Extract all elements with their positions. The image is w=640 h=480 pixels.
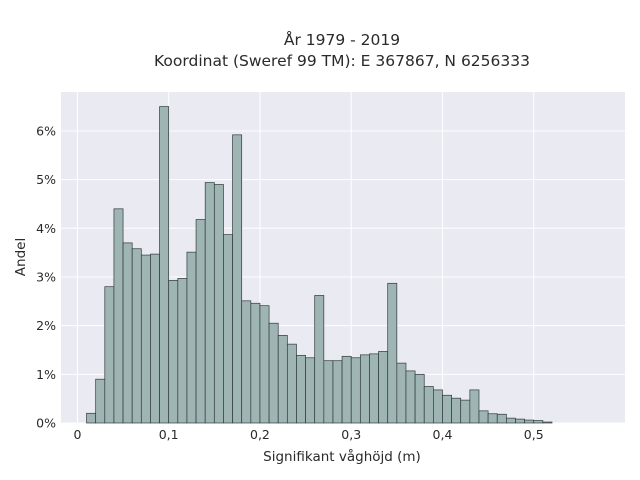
histogram-bar — [323, 360, 334, 424]
histogram-bar — [241, 300, 252, 424]
y-tick-label: 2% — [36, 318, 56, 333]
histogram-bar — [113, 208, 124, 424]
histogram-bar — [378, 351, 389, 424]
histogram-bar — [213, 184, 224, 424]
histogram-bar — [533, 420, 544, 424]
histogram-bar — [387, 282, 398, 424]
histogram-bar — [104, 286, 115, 424]
histogram-bar — [506, 417, 516, 424]
histogram-bar — [396, 362, 407, 424]
histogram-bar — [359, 354, 370, 424]
histogram-bar — [268, 322, 279, 424]
chart-title-line-2: Koordinat (Sweref 99 TM): E 367867, N 62… — [154, 52, 530, 70]
histogram-bar — [469, 389, 480, 424]
histogram-bar — [277, 335, 288, 424]
histogram-bar — [423, 386, 434, 424]
histogram-bar — [451, 397, 462, 424]
histogram-bar — [195, 219, 206, 424]
histogram-bar — [86, 412, 97, 424]
histogram-bar — [314, 295, 325, 424]
x-tick-label: 0 — [73, 427, 81, 442]
histogram-bar — [542, 421, 553, 424]
histogram-bar — [250, 302, 261, 424]
x-tick-label: 0,1 — [159, 427, 179, 442]
histogram-bar — [150, 253, 160, 424]
histogram-bar — [122, 242, 133, 424]
histogram-bar — [369, 353, 379, 424]
histogram-bar — [177, 278, 188, 424]
histogram-bar — [296, 354, 306, 424]
x-tick-label: 0,5 — [524, 427, 544, 442]
histogram-bar — [515, 418, 525, 424]
y-tick-label: 1% — [36, 367, 56, 382]
y-tick-label: 0% — [36, 416, 56, 431]
histogram-bar — [487, 413, 498, 424]
histogram-bar — [350, 357, 361, 424]
chart-title-line-1: År 1979 - 2019 — [284, 30, 400, 49]
histogram-bar — [305, 357, 316, 424]
y-tick-label: 4% — [36, 221, 56, 236]
histogram-bar — [524, 419, 535, 424]
y-tick-labels: 0% 1% 2% 3% 4% 5% 6% — [36, 123, 56, 430]
y-tick-label: 6% — [36, 123, 56, 138]
histogram-bar — [496, 413, 507, 424]
histogram-bar — [414, 373, 425, 424]
y-axis-label: Andel — [13, 238, 29, 276]
histogram-bar — [341, 355, 352, 424]
histogram-bar — [332, 360, 343, 424]
x-tick-label: 0,2 — [250, 427, 270, 442]
histogram-bar — [432, 389, 443, 424]
histogram-bar — [442, 394, 452, 424]
histogram-bar — [259, 305, 270, 424]
x-tick-label: 0,4 — [433, 427, 453, 442]
y-tick-label: 5% — [36, 172, 56, 187]
histogram-bar — [405, 370, 416, 424]
x-tick-label: 0,3 — [341, 427, 361, 442]
histogram-bar — [159, 106, 170, 424]
histogram-bar — [95, 378, 106, 424]
histogram-bar — [204, 182, 215, 424]
histogram-bars — [86, 106, 553, 424]
histogram-bar — [478, 410, 489, 424]
histogram-bar — [131, 248, 142, 424]
histogram-bar — [168, 280, 179, 424]
histogram-bar — [232, 134, 243, 424]
histogram-bar — [140, 254, 151, 424]
y-tick-label: 3% — [36, 269, 56, 284]
histogram-bar — [223, 234, 233, 424]
histogram-bar — [286, 343, 297, 424]
x-axis-label: Signifikant våghöjd (m) — [263, 448, 421, 465]
x-tick-labels: 0 0,1 0,2 0,3 0,4 0,5 — [73, 427, 543, 442]
histogram-bar — [186, 251, 197, 424]
histogram-bar — [460, 399, 471, 424]
